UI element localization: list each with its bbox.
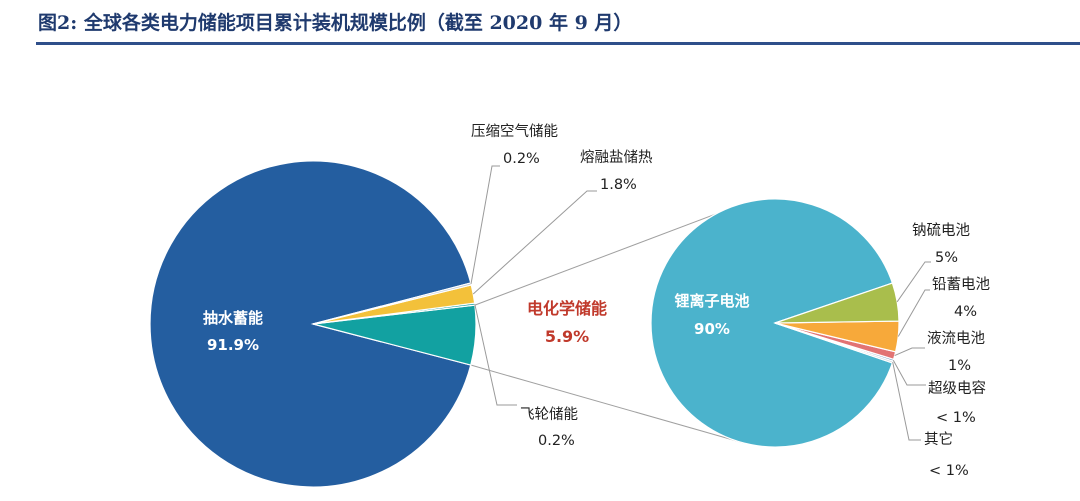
label-flywheel-name: 飞轮储能 [520,406,578,423]
label-electrochemical-name: 电化学储能 [527,299,607,318]
label-molten-salt-name: 熔融盐储热 [580,149,653,166]
page-title: 图2: 全球各类电力储能项目累计装机规模比例（截至 2020 年 9 月） [38,12,633,34]
label-flywheel-value: 0.2% [538,433,575,449]
connector-lines [470,201,748,444]
label-compressed-air-name: 压缩空气储能 [471,123,558,140]
label-compressed-air-value: 0.2% [503,151,540,167]
main-pie [149,160,477,488]
slice-sodium-sulfur [774,282,900,324]
label-lithium-name: 锂离子电池 [674,292,749,310]
slice-lithium [650,198,894,448]
leader-supercap [892,359,926,386]
leader-lines [470,165,931,441]
label-other-value: < 1% [929,463,969,479]
label-electrochemical-value: 5.9% [545,327,589,346]
label-pumped-hydro-name: 抽水蓄能 [203,309,263,327]
title-bar: 图2: 全球各类电力储能项目累计装机规模比例（截至 2020 年 9 月） [0,0,1080,46]
label-supercap-name: 超级电容 [928,380,986,397]
leader-flow [894,347,925,357]
label-other-name: 其它 [924,430,953,448]
connector-upper [474,201,748,306]
label-lead-acid-value: 4% [954,304,977,320]
label-sodium-sulfur-value: 5% [935,250,958,266]
label-lithium-value: 90% [694,320,730,338]
leader-molten-salt [472,190,597,295]
leader-other [892,361,921,441]
title-underline [36,42,1080,45]
leader-lead-acid [897,289,930,337]
chart-labels: 抽水蓄能 91.9% 电化学储能 5.9% 飞轮储能 0.2% 熔融盐储热 1.… [203,123,990,479]
leader-sodium-sulfur [896,261,931,303]
label-pumped-hydro-value: 91.9% [207,336,259,354]
label-lead-acid-name: 铅蓄电池 [932,276,990,293]
label-flow-value: 1% [948,358,971,374]
label-sodium-sulfur-name: 钠硫电池 [912,222,970,239]
label-flow-name: 液流电池 [927,330,985,347]
label-molten-salt-value: 1.8% [600,177,637,193]
connector-lower [470,364,744,444]
label-supercap-value: < 1% [936,410,976,426]
sub-pie [650,198,900,448]
slice-pumped-hydro [149,160,472,488]
leader-flywheel [474,303,517,406]
leader-compressed-air [470,165,500,285]
